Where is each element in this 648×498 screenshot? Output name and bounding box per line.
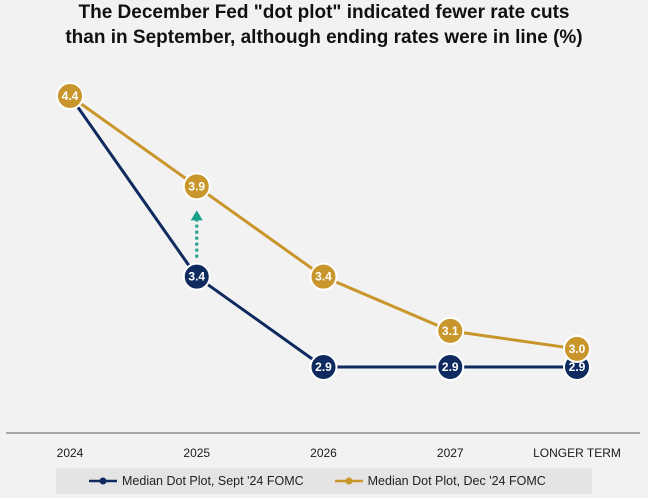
series-line-dec [69,94,578,351]
data-label: 3.1 [442,324,459,338]
chart-title-line-2: than in September, although ending rates… [65,27,583,48]
data-label: 2.9 [442,360,459,374]
chart-title-line-1: The December Fed "dot plot" indicated fe… [78,2,570,23]
legend-label-sept: Median Dot Plot, Sept '24 FOMC [122,474,304,488]
chart-legend: Median Dot Plot, Sept '24 FOMC Median Do… [56,468,592,494]
data-label: 3.4 [188,270,205,284]
x-tick-label: 2027 [437,446,464,460]
data-point [436,316,465,345]
legend-swatch-dec [334,477,363,485]
data-label: 2.9 [315,360,332,374]
x-tick-label: 2026 [310,446,337,460]
legend-swatch-sept [89,477,117,485]
x-tick-label: LONGER TERM [533,446,621,460]
data-point [436,353,465,381]
data-point [182,172,211,201]
data-point [56,82,84,110]
data-point [309,353,338,381]
legend-item-sept: Median Dot Plot, Sept '24 FOMC [88,474,304,488]
x-tick-label: 2024 [57,446,84,460]
data-label: 2.9 [569,360,586,374]
data-point [309,262,338,291]
legend-label-dec: Median Dot Plot, Dec '24 FOMC [367,474,546,488]
data-label: 3.4 [315,270,332,284]
series-line-sept [68,95,577,369]
chart-title: The December Fed "dot plot" indicated fe… [0,0,648,50]
legend-item-dec: Median Dot Plot, Dec '24 FOMC [334,474,546,488]
data-point [182,262,211,291]
data-label: 3.9 [188,179,205,193]
x-tick-label: 2025 [183,446,210,460]
annotation-arrow-head [190,210,203,221]
data-point [563,334,591,363]
data-label: 3.0 [569,342,586,356]
data-label: 4.4 [62,89,79,103]
